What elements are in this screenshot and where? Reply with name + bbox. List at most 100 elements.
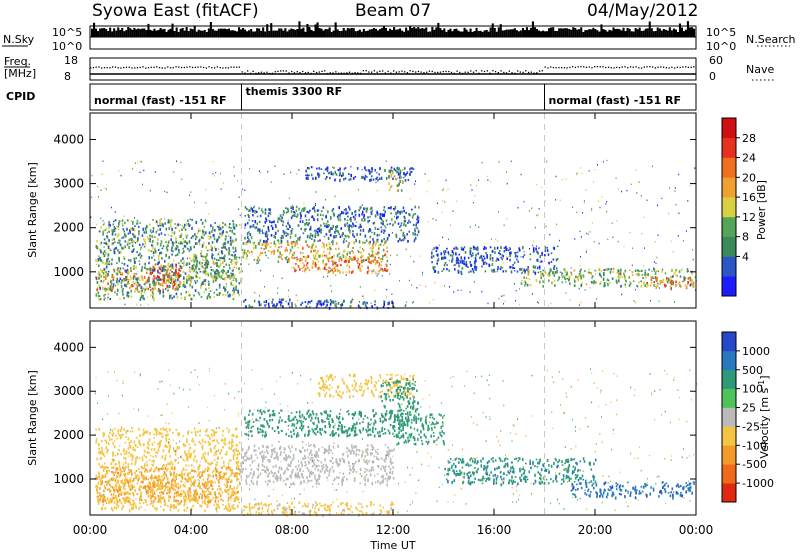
heatmap-cell <box>195 275 197 278</box>
heatmap-cell <box>305 219 308 221</box>
heatmap-cell <box>118 251 121 254</box>
heatmap-cell <box>263 240 265 243</box>
heatmap-cell <box>111 471 113 473</box>
heatmap-cell <box>132 506 134 510</box>
heatmap-cell <box>272 304 274 307</box>
heatmap-cell <box>136 286 138 289</box>
heatmap-cell <box>130 238 132 241</box>
heatmap-cell <box>457 269 460 273</box>
nsky-bar <box>660 30 663 37</box>
heatmap-cell <box>365 259 367 261</box>
heatmap-cell <box>157 488 159 490</box>
heatmap-cell <box>591 222 593 224</box>
heatmap-cell <box>692 281 695 283</box>
heatmap-cell <box>202 482 204 486</box>
heatmap-cell <box>370 302 372 304</box>
heatmap-cell <box>217 457 220 460</box>
heatmap-cell <box>486 175 488 178</box>
nsky-bar <box>101 28 104 37</box>
freq-point <box>588 66 590 68</box>
heatmap-cell <box>482 255 485 258</box>
heatmap-cell <box>512 264 514 266</box>
heatmap-cell <box>345 274 347 276</box>
heatmap-cell <box>403 222 405 225</box>
heatmap-cell <box>264 242 267 245</box>
heatmap-cell <box>677 282 680 285</box>
heatmap-cell <box>269 245 272 248</box>
heatmap-cell <box>317 300 319 304</box>
heatmap-cell <box>115 469 117 473</box>
heatmap-cell <box>193 259 195 263</box>
heatmap-cell <box>151 249 153 252</box>
heatmap-cell <box>579 230 581 233</box>
heatmap-cell <box>169 488 171 491</box>
heatmap-cell <box>190 276 193 280</box>
heatmap-cell <box>287 222 289 225</box>
heatmap-cell <box>102 224 105 226</box>
heatmap-cell <box>242 254 245 257</box>
freq-point <box>563 67 566 69</box>
heatmap-cell <box>218 224 221 227</box>
heatmap-cell <box>397 172 400 176</box>
heatmap-cell <box>678 173 680 176</box>
freq-point <box>525 70 527 72</box>
heatmap-cell <box>178 262 180 265</box>
heatmap-cell <box>147 447 150 450</box>
heatmap-cell <box>138 232 140 236</box>
heatmap-cell <box>395 169 397 172</box>
heatmap-cell <box>339 215 341 218</box>
heatmap-cell <box>522 269 525 272</box>
heatmap-cell <box>287 242 289 245</box>
heatmap-cell <box>127 485 130 488</box>
heatmap-cell <box>233 226 236 230</box>
heatmap-cell <box>192 276 194 280</box>
heatmap-cell <box>128 471 131 474</box>
heatmap-cell <box>652 165 653 168</box>
heatmap-cell <box>362 176 364 179</box>
heatmap-cell <box>315 245 317 248</box>
heatmap-cell <box>330 285 332 287</box>
heatmap-cell <box>176 253 179 256</box>
heatmap-cell <box>227 498 229 502</box>
heatmap-cell <box>123 448 125 452</box>
heatmap-cell <box>112 283 115 286</box>
heatmap-cell <box>324 225 326 228</box>
nsky-bar <box>525 27 528 37</box>
heatmap-cell <box>537 252 539 255</box>
heatmap-cell <box>395 212 398 216</box>
heatmap-cell <box>211 253 213 255</box>
nsky-bar <box>614 29 617 37</box>
heatmap-cell <box>213 246 216 250</box>
heatmap-cell <box>122 267 125 270</box>
heatmap-cell <box>334 178 336 182</box>
heatmap-cell <box>406 233 408 236</box>
heatmap-cell <box>553 264 556 268</box>
heatmap-cell <box>215 278 218 281</box>
heatmap-cell <box>130 454 132 458</box>
heatmap-cell <box>215 273 218 275</box>
heatmap-cell <box>244 215 247 217</box>
heatmap-cell <box>606 201 608 203</box>
heatmap-cell <box>161 223 164 226</box>
heatmap-cell <box>158 233 160 236</box>
nsky-bar <box>566 28 569 37</box>
nsky-bar <box>133 27 136 37</box>
heatmap-cell <box>417 219 420 222</box>
heatmap-cell <box>317 240 319 242</box>
heatmap-cell <box>337 230 340 234</box>
heatmap-cell <box>165 463 168 467</box>
heatmap-cell <box>112 471 114 474</box>
heatmap-cell <box>168 280 170 284</box>
heatmap-cell <box>194 281 197 284</box>
heatmap-cell <box>321 254 324 258</box>
heatmap-cell <box>140 485 143 488</box>
heatmap-cell <box>159 292 161 295</box>
heatmap-cell <box>208 283 210 286</box>
heatmap-cell <box>691 282 693 286</box>
heatmap-cell <box>164 217 165 220</box>
heatmap-cell <box>244 206 247 209</box>
heatmap-cell <box>285 231 288 234</box>
heatmap-cell <box>229 274 231 278</box>
heatmap-cell <box>413 301 415 303</box>
